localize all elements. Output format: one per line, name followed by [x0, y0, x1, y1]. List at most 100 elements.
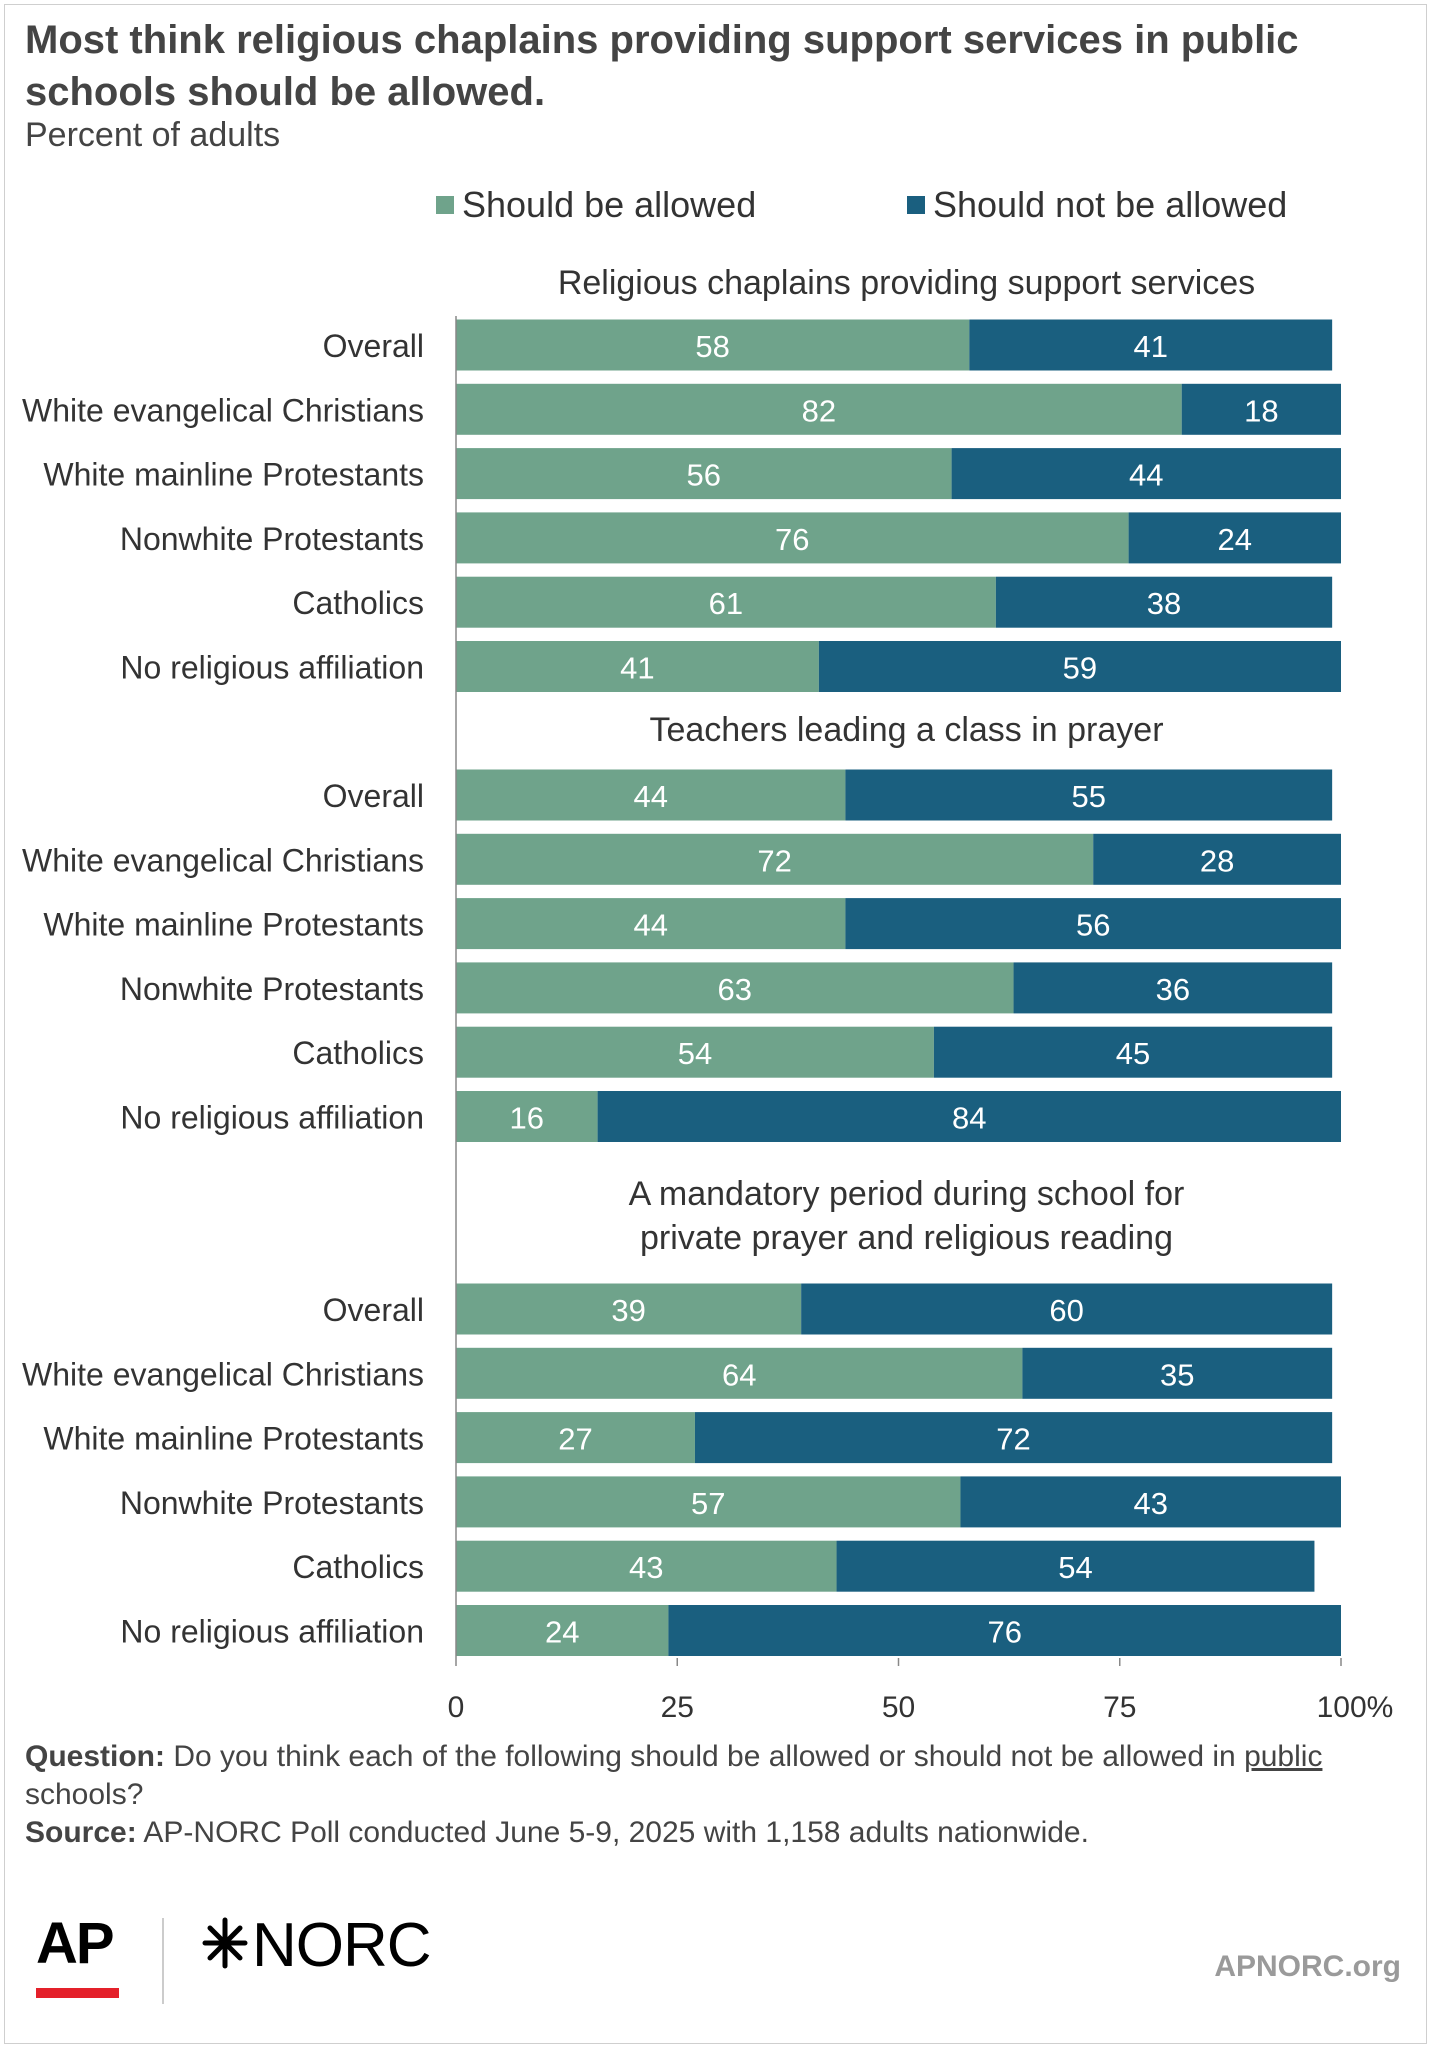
data-label-not-allowed: 44: [1129, 458, 1163, 493]
category-label: No religious affiliation: [120, 1100, 424, 1136]
data-label-not-allowed: 72: [996, 1422, 1030, 1457]
data-label-allowed: 56: [687, 458, 721, 493]
panel-title: private prayer and religious reading: [640, 1219, 1173, 1257]
data-label-not-allowed: 60: [1049, 1293, 1083, 1328]
data-label-not-allowed: 24: [1218, 522, 1252, 557]
data-label-not-allowed: 59: [1063, 651, 1097, 686]
bar-not-allowed: [836, 1540, 1315, 1592]
data-label-allowed: 72: [757, 843, 791, 878]
data-label-allowed: 58: [695, 329, 729, 364]
data-label-not-allowed: 54: [1058, 1550, 1092, 1585]
data-label-allowed: 16: [510, 1101, 544, 1136]
legend-swatch-allowed: [436, 196, 454, 214]
bar-allowed: [456, 641, 819, 692]
question-text-end: schools?: [25, 1778, 144, 1811]
bar-not-allowed: [801, 1283, 1333, 1335]
data-label-not-allowed: 18: [1244, 393, 1278, 428]
category-label: Nonwhite Protestants: [120, 1485, 424, 1521]
x-tick-label: 75: [1103, 1691, 1136, 1724]
chart-frame: [4, 4, 1427, 2044]
norc-logo: NORC: [252, 1911, 432, 1980]
data-label-not-allowed: 28: [1200, 843, 1234, 878]
data-label-allowed: 63: [718, 972, 752, 1007]
logo-divider: [162, 1918, 164, 2004]
category-label: White evangelical Christians: [22, 842, 424, 878]
legend-label-not-allowed: Should not be allowed: [933, 184, 1288, 225]
bar-allowed: [456, 898, 846, 950]
bar-not-allowed: [995, 576, 1333, 628]
category-label: White mainline Protestants: [43, 1421, 424, 1457]
bar-not-allowed: [1093, 833, 1341, 885]
panel-title: Teachers leading a class in prayer: [649, 711, 1163, 749]
bar-not-allowed: [951, 448, 1341, 500]
bar-not-allowed: [818, 641, 1341, 692]
data-label-not-allowed: 76: [987, 1615, 1021, 1650]
x-tick-label: 100%: [1317, 1691, 1394, 1724]
bar-allowed: [456, 319, 970, 371]
data-label-allowed: 24: [545, 1615, 579, 1650]
data-label-not-allowed: 43: [1133, 1486, 1167, 1521]
bar-allowed: [456, 512, 1129, 564]
category-label: Overall: [323, 1292, 424, 1328]
data-label-allowed: 27: [558, 1422, 592, 1457]
legend-label-allowed: Should be allowed: [462, 184, 757, 225]
chart-notes: Question: Do you think each of the follo…: [25, 1738, 1410, 1852]
bar-allowed: [456, 1412, 695, 1464]
bar-allowed: [456, 962, 1014, 1014]
category-label: Nonwhite Protestants: [120, 971, 424, 1007]
bar-allowed: [456, 1283, 802, 1335]
chart-subtitle: Percent of adults: [25, 116, 281, 154]
bar-allowed: [456, 1476, 961, 1528]
data-label-not-allowed: 45: [1116, 1036, 1150, 1071]
bar-allowed: [456, 1347, 1023, 1399]
bar-allowed: [456, 1605, 669, 1656]
ap-logo-bar: [36, 1988, 119, 1998]
bar-not-allowed: [1181, 383, 1341, 435]
x-tick-label: 0: [448, 1691, 465, 1724]
bar-not-allowed: [969, 319, 1333, 371]
bar-not-allowed: [668, 1605, 1341, 1656]
panel-title: A mandatory period during school for: [629, 1175, 1185, 1213]
question-label: Question:: [25, 1740, 165, 1773]
data-label-not-allowed: 84: [952, 1101, 986, 1136]
bar-allowed: [456, 383, 1182, 435]
category-label: White mainline Protestants: [43, 907, 424, 943]
bar-allowed: [456, 1091, 598, 1142]
bar-not-allowed: [933, 1026, 1333, 1078]
data-label-allowed: 54: [678, 1036, 712, 1071]
x-tick-label: 25: [661, 1691, 694, 1724]
question-text-underlined: public: [1244, 1740, 1323, 1773]
category-label: No religious affiliation: [120, 1614, 424, 1650]
category-label: Overall: [323, 328, 424, 364]
data-label-not-allowed: 38: [1147, 586, 1181, 621]
norc-star-icon: [200, 1912, 250, 1985]
bar-not-allowed: [845, 898, 1341, 950]
data-label-allowed: 76: [775, 522, 809, 557]
bar-not-allowed: [960, 1476, 1341, 1528]
bar-allowed: [456, 833, 1094, 885]
data-label-allowed: 44: [633, 779, 667, 814]
panel-title: Religious chaplains providing support se…: [558, 264, 1255, 302]
bar-allowed: [456, 1540, 837, 1592]
category-label: White evangelical Christians: [22, 392, 424, 428]
bar-not-allowed: [694, 1412, 1333, 1464]
category-label: Nonwhite Protestants: [120, 521, 424, 557]
bar-not-allowed: [1128, 512, 1341, 564]
question-note: Question: Do you think each of the follo…: [25, 1738, 1410, 1814]
category-label: Catholics: [292, 1549, 424, 1585]
data-label-allowed: 39: [611, 1293, 645, 1328]
category-label: No religious affiliation: [120, 650, 424, 686]
legend-swatch-not-allowed: [907, 196, 925, 214]
data-label-allowed: 82: [802, 393, 836, 428]
category-label: Catholics: [292, 1035, 424, 1071]
stacked-bar-chart: Religious chaplains providing support se…: [22, 264, 1394, 1724]
bar-not-allowed: [845, 769, 1333, 821]
bar-allowed: [456, 448, 952, 500]
source-label: Source:: [25, 1816, 137, 1849]
data-label-allowed: 61: [709, 586, 743, 621]
legend-item-not-allowed: Should not be allowed: [907, 182, 1287, 228]
data-label-allowed: 44: [633, 908, 667, 943]
data-label-not-allowed: 35: [1160, 1357, 1194, 1392]
bar-not-allowed: [1013, 962, 1333, 1014]
